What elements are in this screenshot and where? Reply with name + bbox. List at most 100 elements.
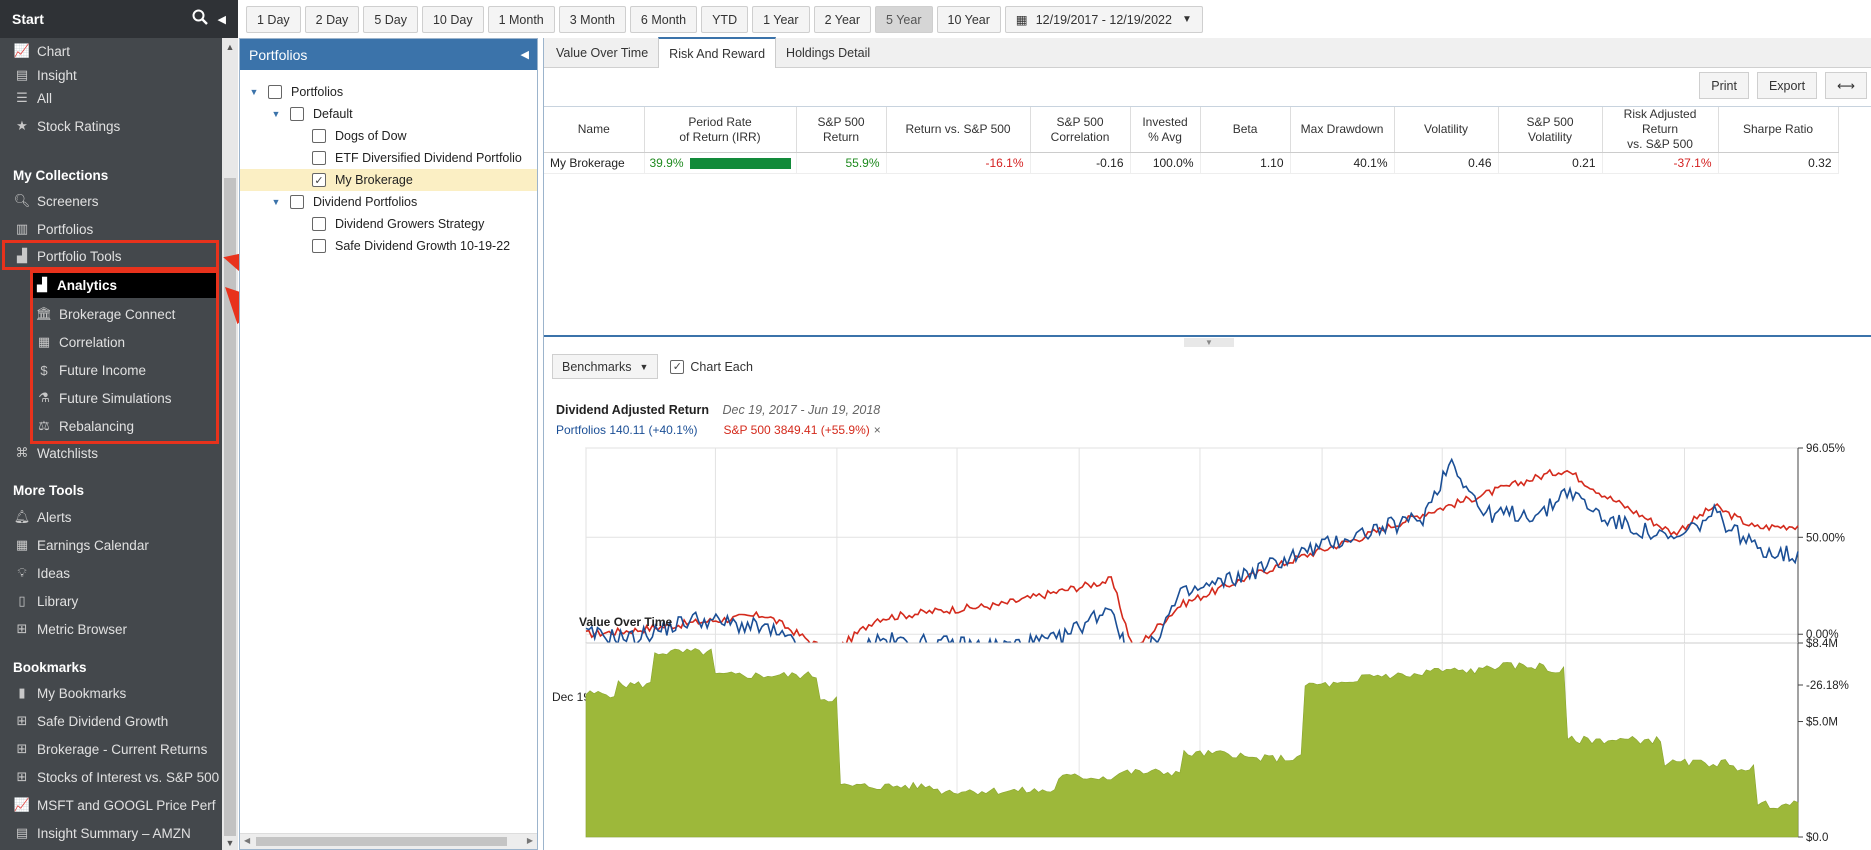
nav-item-insight[interactable]: ▤ Insight [0, 62, 222, 88]
nav-item-library[interactable]: ▯ Library [0, 588, 222, 614]
expand-toggle-icon[interactable]: ▼ [271, 197, 281, 207]
panel-scroll-thumb[interactable] [256, 837, 507, 846]
nav-item-brokerage-connect[interactable]: 🏛︎ Brokerage Connect [0, 301, 222, 327]
nav-start-title[interactable]: Start [12, 11, 44, 27]
bank-icon: 🏛︎ [35, 306, 53, 321]
range-button-1-day[interactable]: 1 Day [246, 6, 301, 33]
tree-item[interactable]: Dogs of Dow [240, 125, 537, 147]
legend-portfolios[interactable]: Portfolios 140.11 (+40.1%) [556, 423, 698, 437]
scroll-right-icon[interactable]: ▶ [526, 836, 533, 845]
tree-item[interactable]: Safe Dividend Growth 10-19-22 [240, 235, 537, 257]
nav-item-future-simulations[interactable]: ⚗︎ Future Simulations [0, 385, 222, 411]
column-header[interactable]: Invested % Avg [1130, 107, 1201, 153]
nav-item-safe-dividend-growth[interactable]: ⊞ Safe Dividend Growth [0, 708, 222, 734]
tree-item[interactable]: ▼ Portfolios [240, 81, 537, 103]
nav-item-chart[interactable]: 📈 Chart [0, 38, 222, 64]
column-header[interactable]: Volatility [1394, 107, 1499, 153]
tab-holdings-detail[interactable]: Holdings Detail [786, 46, 871, 60]
nav-item-ideas[interactable]: 💡︎ Ideas [0, 560, 222, 586]
column-header[interactable]: Return vs. S&P 500 [886, 107, 1031, 153]
nav-item-watchlists[interactable]: ⌘ Watchlists [0, 440, 222, 466]
nav-item-screeners[interactable]: 🔍︎ Screeners [0, 188, 222, 214]
nav-item-correlation[interactable]: ▦ Correlation [0, 329, 222, 355]
nav-item-brokerage-current-returns[interactable]: ⊞ Brokerage - Current Returns [0, 736, 222, 762]
tree-checkbox[interactable] [290, 107, 304, 121]
nav-item-stocks-of-interest[interactable]: ⊞ Stocks of Interest vs. S&P 500 [0, 764, 222, 790]
expand-toggle-icon[interactable]: ▼ [249, 87, 259, 97]
tree-item[interactable]: ✓ My Brokerage [240, 169, 537, 191]
column-header[interactable]: Name [544, 107, 645, 153]
nav-item-my-bookmarks[interactable]: ▮ My Bookmarks [0, 680, 222, 706]
nav-scroll-thumb[interactable] [224, 178, 236, 836]
range-button-2-year[interactable]: 2 Year [813, 6, 872, 33]
column-header[interactable]: S&P 500 Volatility [1498, 107, 1603, 153]
nav-item-label: Future Income [59, 362, 147, 378]
tree-checkbox[interactable] [312, 129, 326, 143]
tab-risk-and-reward[interactable]: Risk And Reward [658, 37, 777, 68]
nav-item-label: Portfolio Tools [37, 248, 122, 264]
scroll-down-icon[interactable]: ▼ [225, 838, 235, 848]
column-header[interactable]: Period Rate of Return (IRR) [644, 107, 797, 153]
print-button[interactable]: Print [1699, 72, 1749, 99]
tree-item[interactable]: ETF Diversified Dividend Portfolio [240, 147, 537, 169]
scroll-up-icon[interactable]: ▲ [225, 42, 235, 52]
column-header[interactable]: Risk Adjusted Return vs. S&P 500 [1602, 107, 1719, 153]
range-button-5-year[interactable]: 5 Year [875, 6, 933, 33]
tree-item[interactable]: ▼ Default [240, 103, 537, 125]
collapse-panel-icon[interactable]: ◀ [520, 49, 529, 61]
range-button-1-year[interactable]: 1 Year [752, 6, 810, 33]
range-button-10-day[interactable]: 10 Day [421, 6, 484, 33]
nav-item-future-income[interactable]: $ Future Income [0, 357, 222, 383]
nav-item-analytics[interactable]: ▟ Analytics [33, 272, 219, 298]
date-range-picker[interactable]: ▦ 12/19/2017 - 12/19/2022 ▼ [1004, 6, 1203, 33]
tree-checkbox[interactable] [312, 217, 326, 231]
table-icon: ⊞ [16, 769, 28, 784]
expand-width-icon[interactable]: ⟷ [1825, 72, 1867, 99]
tree-item[interactable]: Dividend Growers Strategy [240, 213, 537, 235]
tree-checkbox[interactable] [290, 195, 304, 209]
nav-item-stock-ratings[interactable]: ★ Stock Ratings [0, 113, 222, 139]
column-header[interactable]: S&P 500 Correlation [1030, 107, 1131, 153]
nav-item-msft-googl[interactable]: 📈 MSFT and GOOGL Price Perf [0, 792, 222, 818]
range-button-3-month[interactable]: 3 Month [558, 6, 626, 33]
cell-name: My Brokerage [544, 152, 645, 174]
remove-benchmark-icon[interactable]: × [873, 423, 881, 437]
range-button-5-day[interactable]: 5 Day [363, 6, 418, 33]
expand-toggle-icon[interactable]: ▼ [271, 109, 281, 119]
panel-horizontal-scrollbar[interactable]: ◀ ▶ [240, 833, 537, 849]
nav-item-all[interactable]: ☰ All [0, 85, 222, 111]
range-button-10-year[interactable]: 10 Year [936, 6, 1001, 33]
nav-item-insight-summary-amzn[interactable]: ▤ Insight Summary – AMZN [0, 820, 222, 846]
benchmarks-dropdown[interactable]: Benchmarks ▼ [552, 354, 659, 379]
nav-item-metric-browser[interactable]: ⊞ Metric Browser [0, 616, 222, 642]
table-row[interactable]: My Brokerage 39.9% 55.9% -16.1% -0.16 100.0% 1… [544, 152, 1839, 174]
range-button-2-day[interactable]: 2 Day [304, 6, 360, 33]
nav-item-portfolios[interactable]: ▥ Portfolios [0, 216, 222, 242]
column-header[interactable]: Beta [1200, 107, 1291, 153]
range-button-1-month[interactable]: 1 Month [487, 6, 555, 33]
collapse-nav-icon[interactable]: ◀ [217, 13, 226, 26]
scroll-left-icon[interactable]: ◀ [244, 836, 251, 845]
legend-sp500[interactable]: S&P 500 3849.41 (+55.9%) [723, 423, 870, 437]
export-button[interactable]: Export [1756, 72, 1818, 99]
tab-value-over-time[interactable]: Value Over Time [556, 46, 649, 60]
tree-checkbox[interactable] [268, 85, 282, 99]
tree-item[interactable]: ▼ Dividend Portfolios [240, 191, 537, 213]
tree-checkbox[interactable] [312, 239, 326, 253]
search-icon[interactable] [192, 9, 208, 30]
range-button-ytd[interactable]: YTD [701, 6, 749, 33]
chart-each-checkbox[interactable]: ✓ Chart Each [670, 354, 753, 379]
nav-item-earnings-calendar[interactable]: ▦ Earnings Calendar [0, 532, 222, 558]
nav-item-portfolio-tools[interactable]: ▟ Portfolio Tools [0, 243, 222, 269]
column-header[interactable]: S&P 500 Return [796, 107, 887, 153]
tree-checkbox[interactable]: ✓ [312, 173, 326, 187]
pane-splitter[interactable]: ▼ [1184, 338, 1234, 347]
nav-item-alerts[interactable]: 🔔︎ Alerts [0, 504, 222, 530]
column-header[interactable]: Sharpe Ratio [1718, 107, 1839, 153]
column-header[interactable]: Max Drawdown [1290, 107, 1395, 153]
nav-item-rebalancing[interactable]: ⚖︎ Rebalancing [0, 413, 222, 439]
nav-scrollbar[interactable]: ▲ ▼ [222, 38, 238, 850]
risk-reward-table: Name Period Rate of Return (IRR) S&P 500 R… [544, 106, 1871, 337]
tree-checkbox[interactable] [312, 151, 326, 165]
range-button-6-month[interactable]: 6 Month [629, 6, 698, 33]
